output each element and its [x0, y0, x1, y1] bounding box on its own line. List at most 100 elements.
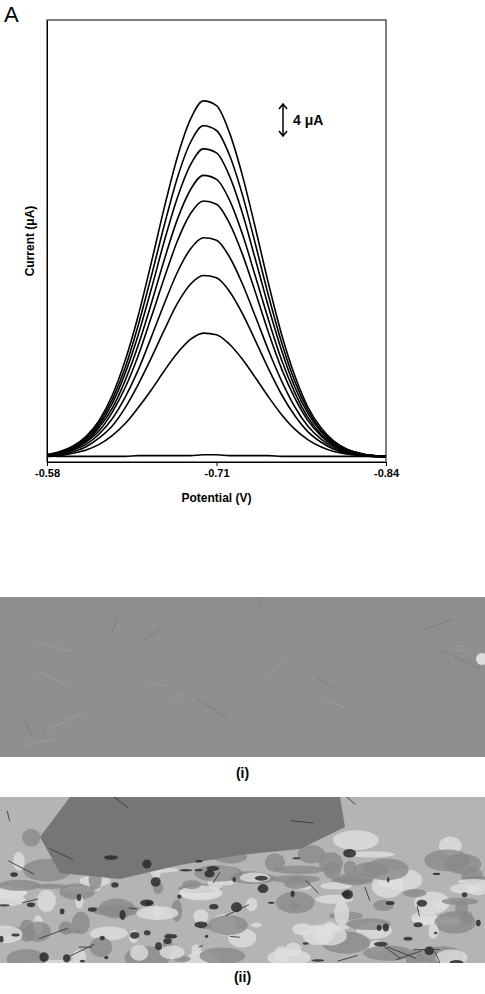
- scale-bar-line: [282, 104, 284, 136]
- micrograph-pit: [145, 901, 152, 905]
- micrograph-pit: [10, 872, 18, 877]
- micrograph-patch: [19, 920, 35, 942]
- micrograph-pit: [179, 869, 192, 871]
- micrograph-scratch: [457, 649, 467, 651]
- voltammogram-curve: [47, 101, 386, 457]
- micrograph-patch: [240, 872, 270, 882]
- micrograph-background: [0, 797, 485, 963]
- image-caption: (i): [236, 765, 249, 781]
- micrograph-crack: [8, 861, 34, 875]
- micrograph-pit: [104, 956, 108, 960]
- micrograph-patch: [313, 925, 347, 945]
- x-tick-mark: [217, 462, 218, 466]
- micrograph-crack: [306, 880, 319, 893]
- micrograph-crack: [225, 905, 249, 916]
- scale-bar-arrow: [279, 131, 287, 136]
- micrograph-crack: [129, 907, 137, 909]
- micrograph-pit: [77, 894, 82, 901]
- micrograph-pit: [255, 876, 268, 881]
- micrograph-crack: [396, 951, 423, 960]
- micrograph-scratch: [35, 642, 72, 651]
- micrograph-patch: [129, 930, 138, 943]
- micrograph-patch: [319, 852, 343, 874]
- micrograph-crack: [7, 811, 9, 821]
- micrograph-scratch: [47, 712, 83, 731]
- micrograph: [0, 797, 485, 963]
- voltammogram-curve: [47, 333, 386, 457]
- micrograph-patch: [333, 830, 379, 850]
- micrograph-pit: [386, 901, 395, 905]
- x-tick: -0.58: [35, 462, 60, 479]
- micrograph-crack: [213, 872, 219, 883]
- voltammogram-curve: [47, 149, 386, 456]
- x-tick: -0.71: [204, 462, 229, 479]
- x-tick-label: -0.58: [35, 467, 60, 479]
- micrograph-pit: [151, 877, 161, 887]
- micrograph-scratch: [169, 693, 183, 702]
- micrograph-scratch: [454, 646, 464, 647]
- micrograph-pit: [404, 937, 413, 941]
- image-caption: (ii): [234, 969, 251, 985]
- micrograph-scratch: [111, 618, 117, 635]
- micrograph-pit: [383, 923, 389, 931]
- micrograph-crack: [337, 955, 357, 961]
- micrograph-patch: [403, 889, 427, 897]
- micrograph-pit: [293, 857, 301, 859]
- micrograph-patch: [428, 923, 438, 939]
- micrograph-background: [0, 597, 485, 757]
- micrograph-patch: [274, 865, 324, 874]
- y-axis-title: Current (μA): [23, 206, 37, 277]
- micrograph-scratch: [317, 677, 338, 690]
- micrograph-crack: [384, 946, 400, 958]
- micrograph-patch: [271, 875, 320, 883]
- micrograph-patch: [208, 915, 248, 935]
- micrograph-pit: [303, 942, 309, 945]
- micrograph-patch: [37, 890, 56, 912]
- micrograph-pit: [177, 895, 181, 899]
- micrograph-scratch: [143, 628, 162, 640]
- micrograph-pit: [387, 877, 389, 883]
- micrograph-dark-region: [40, 797, 345, 879]
- voltammogram-curve: [47, 238, 386, 457]
- micrograph-pit: [80, 960, 85, 963]
- micrograph-pit: [140, 900, 154, 907]
- y-axis-line: [47, 21, 48, 463]
- micrograph-patch: [0, 925, 22, 943]
- micrograph-pit: [462, 892, 468, 897]
- micrograph-patch: [91, 905, 142, 916]
- voltammogram-curve: [47, 201, 386, 456]
- micrograph-patch: [246, 898, 258, 911]
- micrograph-patch: [22, 829, 40, 847]
- micrograph-crack: [49, 849, 72, 860]
- micrograph-scratch: [419, 620, 452, 630]
- micrograph-scratch: [149, 682, 166, 686]
- micrograph-patch: [435, 911, 476, 933]
- micrograph-pit: [27, 902, 35, 907]
- micrograph-patch: [58, 929, 81, 934]
- micrograph-pit: [433, 873, 441, 875]
- micrograph-pit: [205, 935, 208, 938]
- micrograph-pit: [39, 952, 48, 962]
- x-tick-mark: [386, 462, 387, 466]
- micrograph-pit: [424, 947, 434, 956]
- micrograph-pit: [130, 932, 139, 939]
- micrograph-pit: [119, 910, 125, 920]
- micrograph-pit: [165, 934, 178, 939]
- x-axis: -0.58-0.71-0.84: [35, 462, 400, 479]
- micrograph: [0, 597, 485, 757]
- x-axis-line: [48, 463, 387, 467]
- micrograph-patch: [194, 865, 242, 882]
- scale-bar-arrow: [279, 104, 287, 109]
- micrograph-patch: [199, 947, 245, 963]
- micrograph-pit: [291, 891, 295, 898]
- micrograph-crack: [387, 947, 416, 959]
- micrograph-pit: [343, 890, 353, 899]
- micrograph-patch: [424, 849, 470, 871]
- micrograph-crack: [39, 928, 68, 938]
- micrograph-pit: [450, 960, 464, 963]
- x-tick-label: -0.71: [204, 467, 229, 479]
- micrograph-pit: [144, 930, 151, 935]
- panel-label: A: [4, 2, 19, 27]
- micrograph-crack: [413, 949, 440, 950]
- voltammogram-curve: [47, 175, 386, 456]
